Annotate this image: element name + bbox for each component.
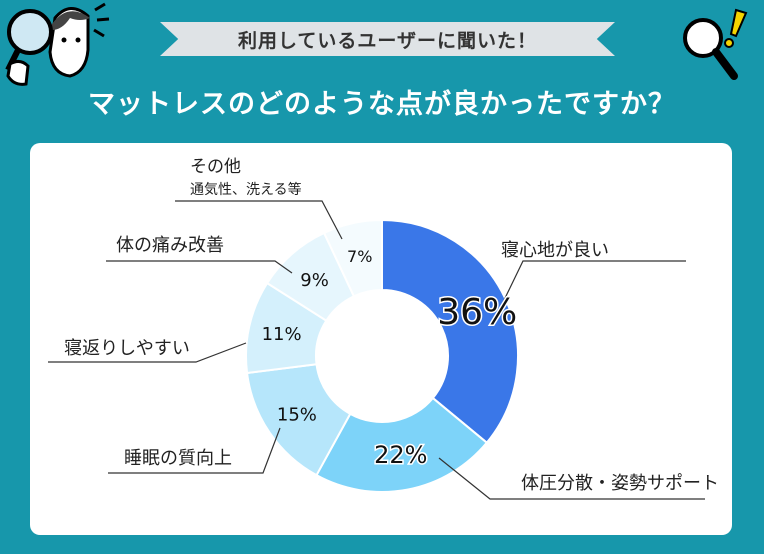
- magnifier-person-icon: [0, 0, 110, 90]
- other-note-label: 通気性、洗える等: [190, 181, 302, 198]
- category-label-5: 体の痛み改善: [116, 235, 224, 256]
- leader-line-5: [106, 260, 293, 274]
- category-label-4: 寝返りしやすい: [64, 338, 190, 359]
- donut-slice-2: [315, 396, 489, 493]
- value-label-5: 9%: [300, 270, 329, 291]
- leader-line-4: [48, 342, 247, 363]
- value-label-2: 22%: [374, 441, 427, 469]
- category-label-3: 睡眠の質向上: [124, 448, 232, 469]
- leader-line-3: [108, 427, 281, 474]
- magnifier-exclamation-icon: [676, 4, 756, 90]
- value-label-4: 11%: [262, 324, 302, 345]
- category-label-2: 体圧分散・姿勢サポート: [521, 473, 719, 494]
- page-title: マットレスのどのような点が良かったですか？: [88, 89, 676, 120]
- value-label-3: 15%: [277, 404, 317, 425]
- leader-line-2: [438, 457, 705, 500]
- donut-chart: 36% 寝心地が良い 22% 体圧分散・姿勢サポート 15% 睡眠の質向上 11% 寝返りしや…: [48, 157, 719, 500]
- value-label-6: 7%: [347, 247, 372, 266]
- category-label-6: その他: [190, 157, 241, 177]
- category-label-1: 寝心地が良い: [501, 240, 609, 261]
- leader-line-6: [175, 200, 343, 240]
- donut-slice-6: [322, 218, 383, 298]
- value-label-1: 36%: [437, 292, 517, 333]
- donut-slice-1: [381, 218, 519, 445]
- survey-banner: 利用しているユーザーに聞いた！: [160, 22, 615, 56]
- banner-text: 利用しているユーザーに聞いた！: [237, 29, 538, 52]
- leader-line-1: [492, 260, 686, 324]
- chart-card: 36% 寝心地が良い 22% 体圧分散・姿勢サポート 15% 睡眠の質向上 11% 寝返りしや…: [30, 143, 732, 535]
